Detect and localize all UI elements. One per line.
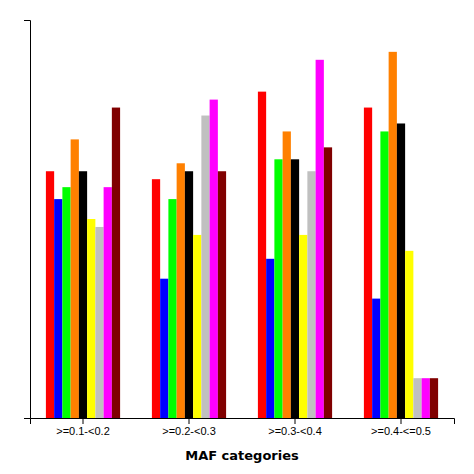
x-axis: >=0.1-<0.2 >=0.2-<0.3 >=0.3-<0.4 >=0.4-<=0.… bbox=[31, 418, 455, 437]
bar bbox=[266, 259, 274, 418]
bar bbox=[258, 92, 266, 418]
bar bbox=[95, 227, 103, 418]
x-tick-mark bbox=[401, 418, 402, 424]
bar bbox=[364, 108, 372, 418]
bar bbox=[112, 108, 120, 418]
bar bbox=[324, 147, 332, 418]
x-tick-mark bbox=[189, 418, 190, 424]
bar bbox=[54, 199, 62, 418]
bar bbox=[104, 187, 112, 418]
x-tick: >=0.2-<0.3 bbox=[162, 418, 216, 437]
x-tick: >=0.1-<0.2 bbox=[56, 418, 110, 437]
series bbox=[79, 123, 405, 418]
series bbox=[71, 52, 397, 418]
chart-container: >=0.1-<0.2 >=0.2-<0.3 >=0.3-<0.4 >=0.4-<=0.… bbox=[0, 0, 474, 474]
bar bbox=[274, 159, 282, 418]
bar bbox=[389, 52, 397, 418]
bar bbox=[283, 131, 291, 418]
bar bbox=[46, 171, 54, 418]
bar bbox=[218, 171, 226, 418]
y-axis bbox=[24, 21, 31, 419]
x-tick-label: >=0.4-<=0.5 bbox=[371, 425, 431, 437]
bar bbox=[316, 60, 324, 418]
x-tick-mark bbox=[83, 418, 84, 424]
bar bbox=[307, 171, 315, 418]
x-tick-label: >=0.2-<0.3 bbox=[162, 425, 216, 437]
series bbox=[87, 219, 413, 418]
x-axis-title: MAF categories bbox=[185, 448, 299, 463]
bar bbox=[291, 159, 299, 418]
bar bbox=[380, 131, 388, 418]
bar bbox=[185, 171, 193, 418]
y-axis-line bbox=[24, 21, 31, 419]
bar bbox=[87, 219, 95, 418]
bar bbox=[422, 378, 430, 418]
bar bbox=[152, 179, 160, 418]
chart: >=0.1-<0.2 >=0.2-<0.3 >=0.3-<0.4 >=0.4-<=0.… bbox=[0, 0, 474, 474]
bar bbox=[62, 187, 70, 418]
bar bbox=[299, 235, 307, 418]
x-tick: >=0.3-<0.4 bbox=[268, 418, 322, 437]
bar bbox=[405, 251, 413, 418]
series bbox=[112, 108, 438, 418]
bar bbox=[177, 163, 185, 418]
bar bbox=[193, 235, 201, 418]
x-tick-label: >=0.1-<0.2 bbox=[56, 425, 110, 437]
bar bbox=[79, 171, 87, 418]
bar bbox=[160, 279, 168, 418]
x-tick-label: >=0.3-<0.4 bbox=[268, 425, 322, 437]
bar bbox=[210, 100, 218, 418]
bar bbox=[201, 116, 209, 418]
x-axis-line bbox=[31, 419, 455, 425]
bar bbox=[413, 378, 421, 418]
bar bbox=[372, 299, 380, 418]
x-tick: >=0.4-<=0.5 bbox=[371, 418, 431, 437]
x-tick-mark bbox=[295, 418, 296, 424]
bar bbox=[168, 199, 176, 418]
bars bbox=[46, 52, 438, 418]
series bbox=[104, 60, 430, 418]
series bbox=[95, 116, 421, 418]
bar bbox=[430, 378, 438, 418]
series bbox=[62, 131, 388, 418]
bar bbox=[397, 123, 405, 418]
bar bbox=[71, 139, 79, 418]
